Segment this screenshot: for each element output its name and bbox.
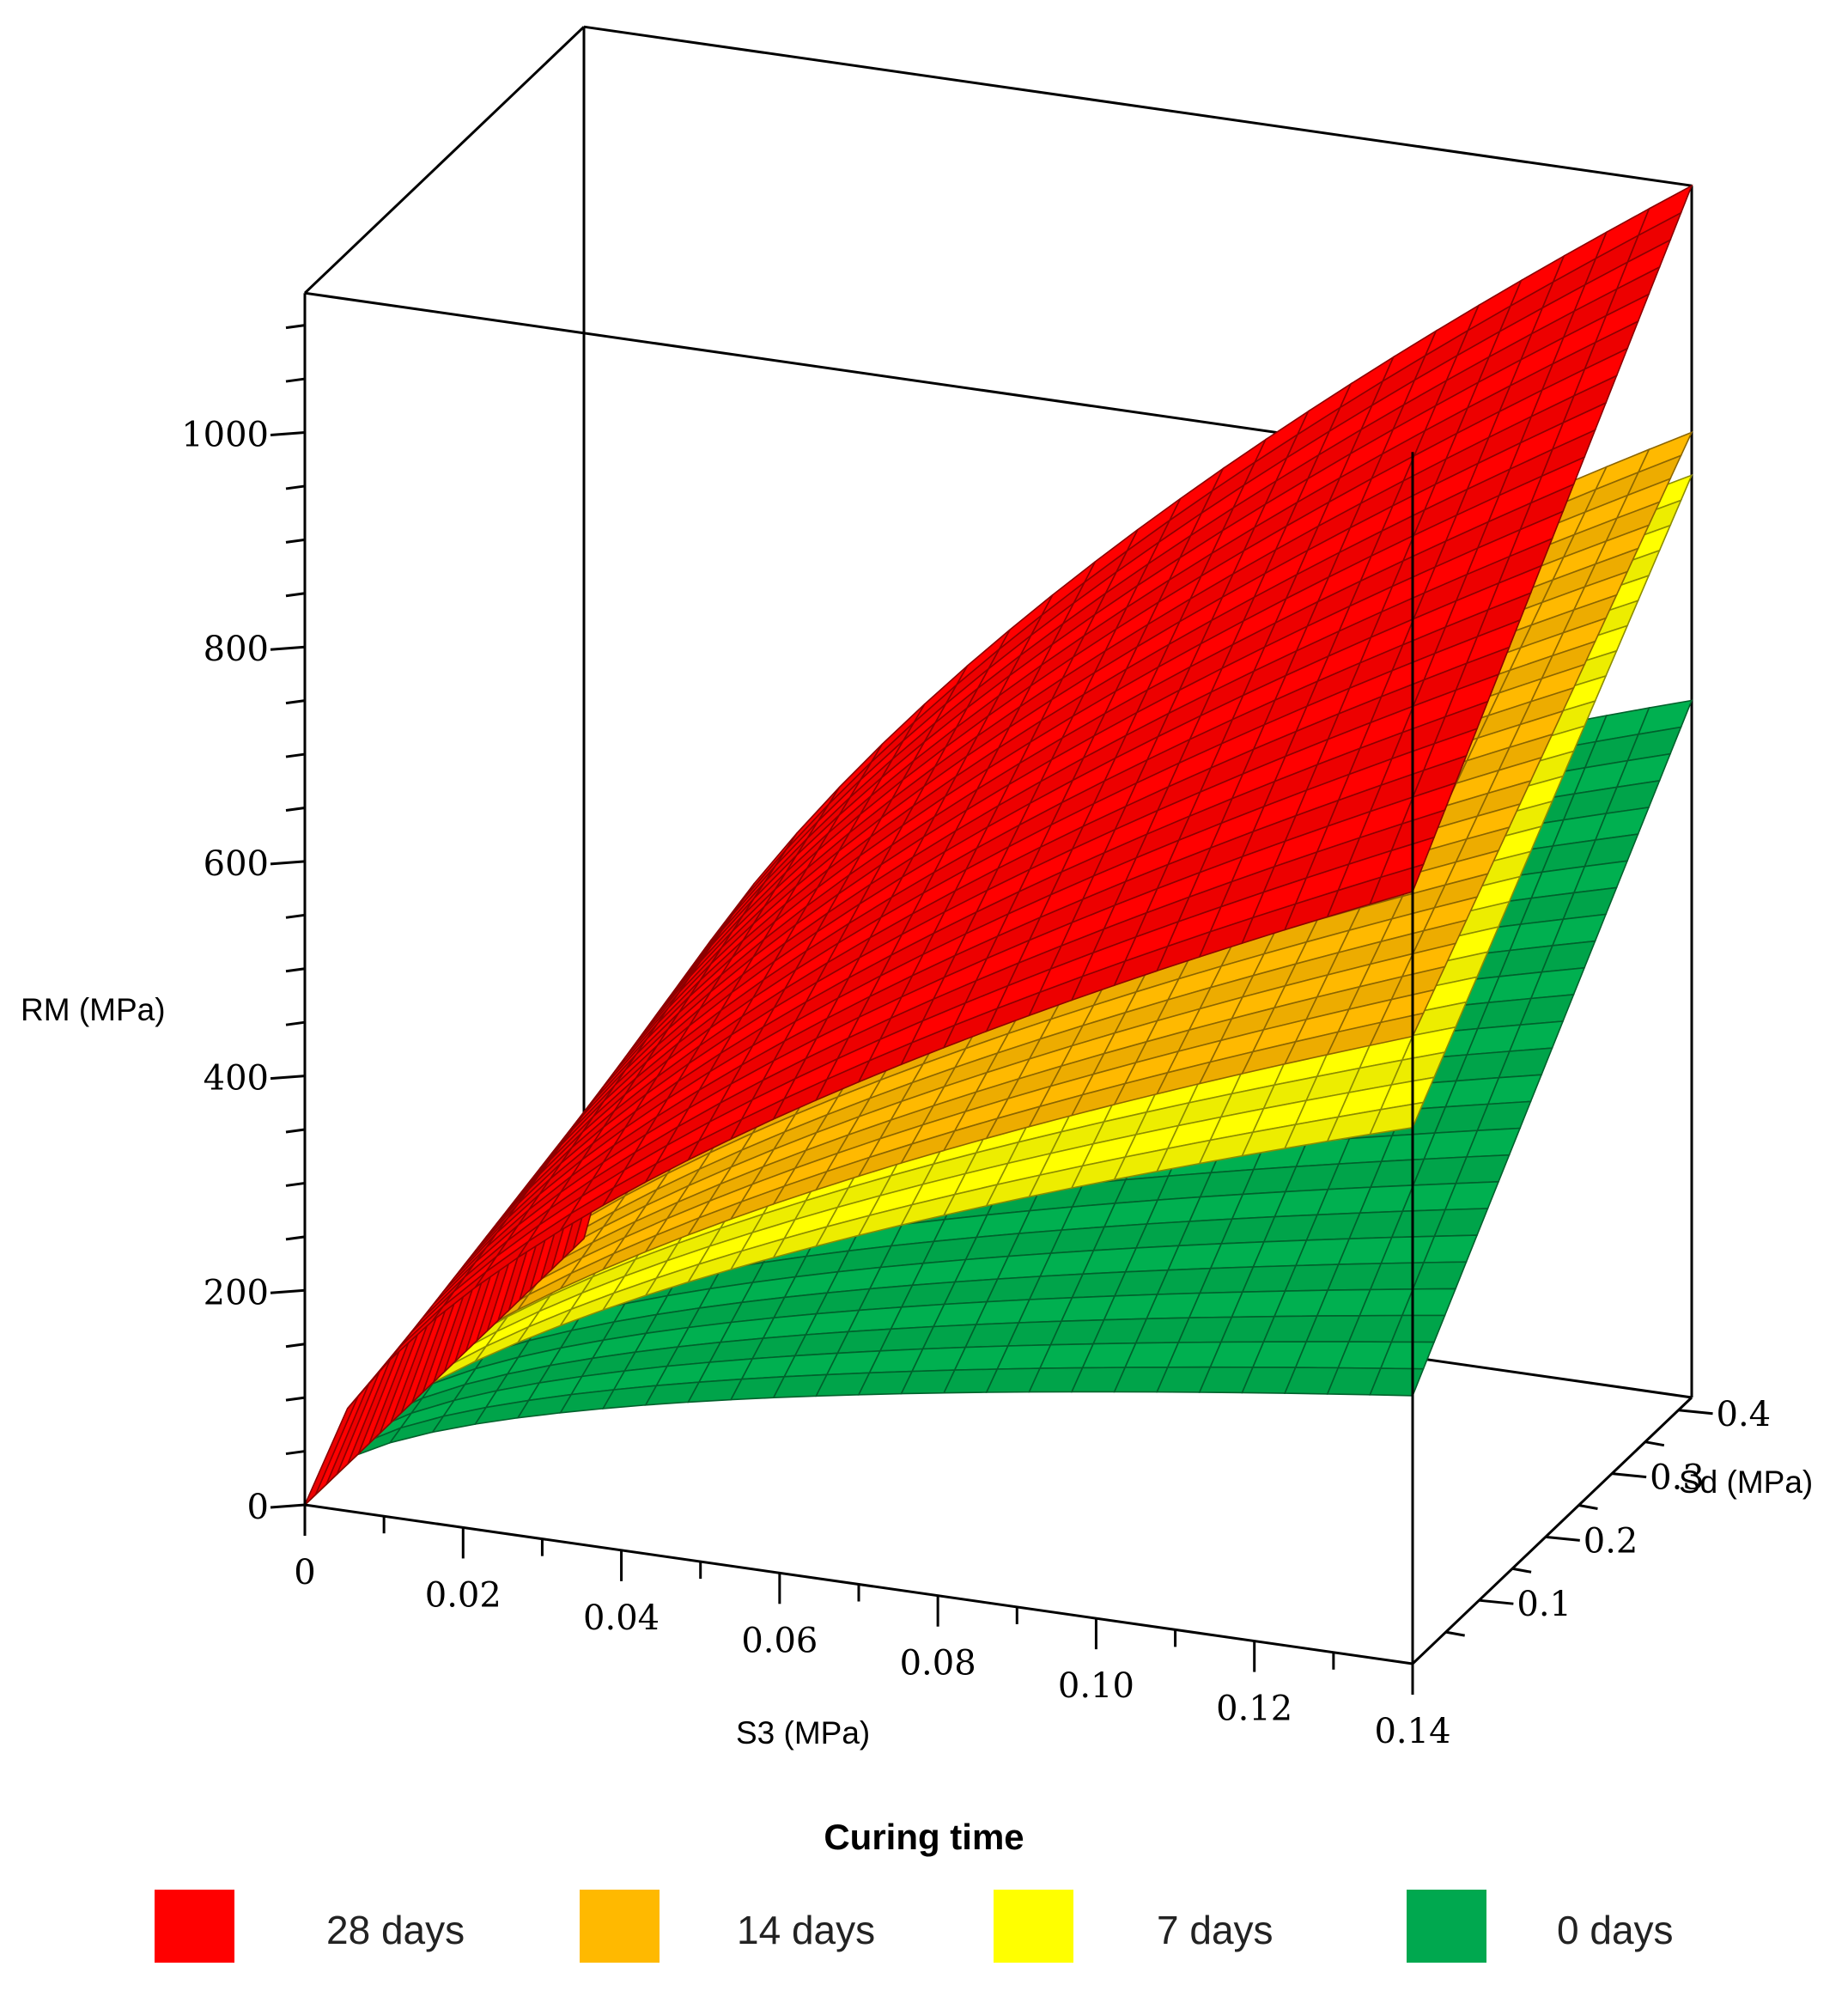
z-tick: [285, 967, 306, 973]
y-tick-label: 0.1: [1517, 1585, 1571, 1624]
legend: Curing time 28 days 14 days 7 days 0 day…: [0, 1808, 1848, 1991]
z-tick-label: 400: [204, 1059, 269, 1099]
legend-title: Curing time: [824, 1817, 1024, 1857]
x-axis-title: S3 (MPa): [736, 1715, 870, 1750]
legend-label-14-days: 14 days: [737, 1908, 876, 1952]
z-tick: [285, 913, 306, 919]
legend-swatch-0-days: [1407, 1890, 1486, 1963]
y-tick-label: 0.2: [1584, 1521, 1638, 1561]
x-tick-label: 0.14: [1374, 1712, 1450, 1751]
surface-28-days: [304, 184, 1693, 1506]
box-edge-top-back: [583, 25, 1693, 187]
z-tick: [285, 1181, 306, 1187]
z-tick-label: 0: [247, 1488, 269, 1527]
y-tick: [1511, 1567, 1532, 1574]
z-tick-label: 200: [204, 1273, 269, 1312]
y-tick: [1611, 1472, 1647, 1479]
surface-cell: [1369, 1101, 1425, 1136]
z-tick: [285, 1343, 306, 1349]
z-tick: [285, 592, 306, 598]
z-tick: [270, 645, 306, 651]
z-tick: [270, 1503, 306, 1509]
z-tick: [270, 1075, 306, 1081]
y-tick: [1578, 1504, 1598, 1510]
z-tick: [285, 538, 306, 544]
z-tick: [285, 324, 306, 330]
z-tick: [270, 431, 306, 436]
box-edge-top-left: [303, 26, 586, 295]
legend-swatch-28-days: [155, 1890, 234, 1963]
z-tick: [285, 1235, 306, 1241]
box-edge-top-front: [304, 291, 1413, 454]
y-tick: [1479, 1598, 1514, 1605]
axes: 0 200 400 600 800 1000 0 0.02 0.04 0.06 0.08 0.10 0.…: [181, 324, 1772, 1751]
z-tick: [285, 806, 306, 812]
legend-swatch-14-days: [580, 1890, 660, 1963]
legend-label-0-days: 0 days: [1557, 1908, 1674, 1952]
surfaces: [304, 184, 1693, 1506]
z-tick: [270, 1288, 306, 1294]
y-tick-label: 0.4: [1717, 1395, 1772, 1434]
z-tick: [285, 1128, 306, 1134]
z-tick-label: 800: [204, 630, 269, 669]
surface-cell: [1369, 863, 1425, 905]
x-tick-label: 0.10: [1058, 1666, 1134, 1706]
y-tick: [1644, 1440, 1665, 1447]
z-tick: [285, 1450, 306, 1456]
x-tick-label: 0.08: [900, 1644, 976, 1684]
y-tick-label: 0.3: [1650, 1458, 1705, 1498]
z-tick: [285, 1020, 306, 1026]
y-tick: [1678, 1409, 1713, 1416]
z-tick: [285, 752, 306, 758]
y-axis-title: Sd (MPa): [1679, 1464, 1813, 1500]
z-tick: [285, 699, 306, 705]
legend-label-28-days: 28 days: [326, 1908, 465, 1952]
x-tick-label: 0.02: [425, 1575, 502, 1615]
y-tick: [1445, 1630, 1465, 1637]
x-tick-label: 0: [294, 1553, 315, 1592]
legend-label-7-days: 7 days: [1157, 1908, 1274, 1952]
x-tick-label: 0.06: [741, 1621, 818, 1660]
z-tick: [285, 484, 306, 490]
z-tick: [285, 1396, 306, 1402]
z-tick-label: 1000: [181, 416, 269, 455]
z-axis-title: RM (MPa): [21, 992, 166, 1027]
surface-cell: [1369, 1367, 1425, 1397]
z-tick: [270, 860, 306, 866]
y-tick: [1545, 1535, 1580, 1542]
z-tick-label: 600: [204, 844, 269, 884]
legend-swatch-7-days: [994, 1890, 1073, 1963]
z-tick: [285, 377, 306, 383]
surface-plot: 0 200 400 600 800 1000 0 0.02 0.04 0.06 0.08 0.10 0.…: [21, 25, 1813, 1751]
surface-cell: [1368, 1012, 1425, 1047]
x-tick-label: 0.04: [583, 1598, 660, 1638]
x-tick-label: 0.12: [1216, 1690, 1292, 1729]
